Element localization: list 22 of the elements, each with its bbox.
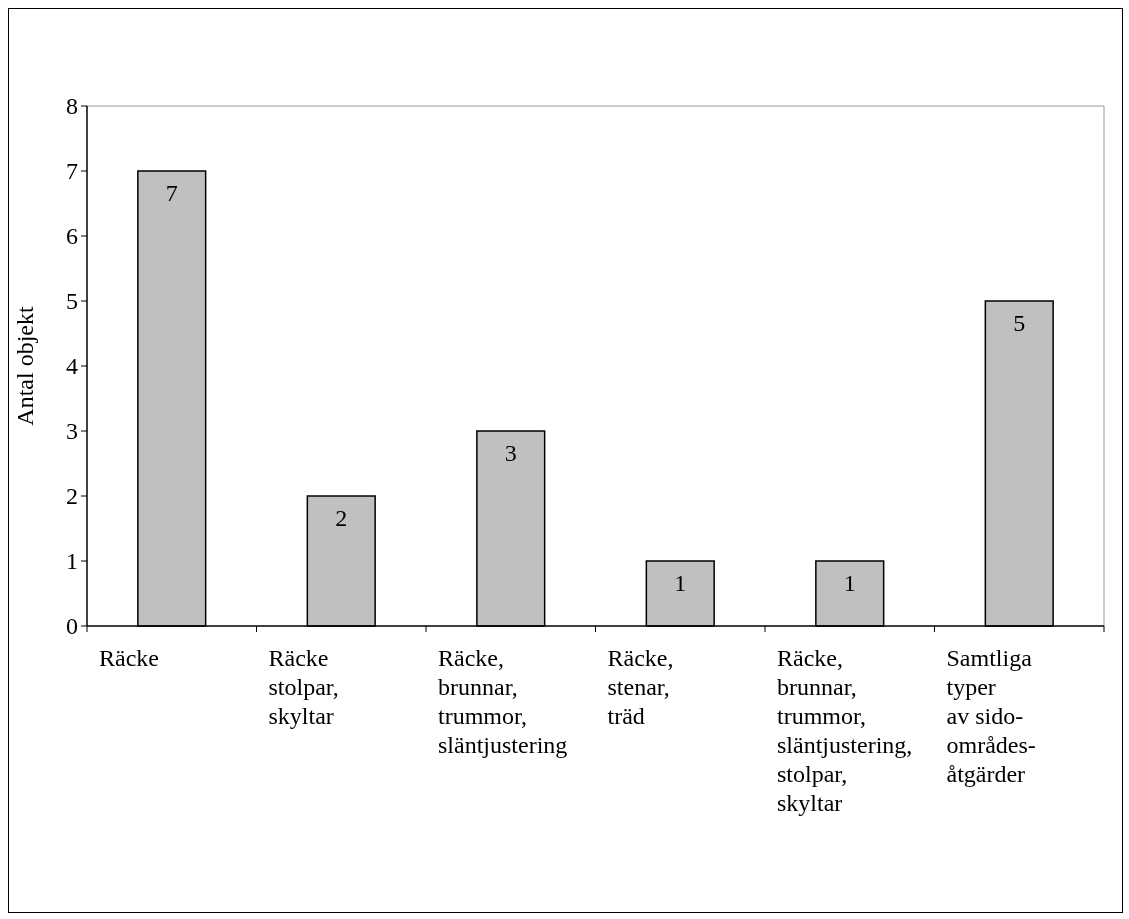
y-tick-label: 2 (66, 483, 78, 510)
y-tick-label: 3 (66, 418, 78, 445)
y-tick-label: 1 (66, 548, 78, 575)
y-tick-label: 4 (66, 353, 78, 380)
y-tick-label: 8 (66, 93, 78, 120)
data-label: 2 (335, 505, 348, 531)
x-tick-label: Räcke, stenar, träd (607, 645, 674, 729)
data-label: 5 (1013, 310, 1026, 336)
data-label: 7 (165, 180, 178, 206)
y-tick-label: 5 (66, 288, 78, 315)
data-label: 1 (674, 570, 687, 596)
y-tick-label: 6 (66, 223, 78, 250)
x-tick-label: Räcke, brunnar, trummor, släntjustering, stolpar, skyltar (777, 645, 913, 816)
x-tick-label: Samtliga typer av sido- områdes- åtgärder (946, 645, 1036, 787)
y-axis-title: Antal objekt (12, 306, 38, 426)
x-tick-label: Räcke (99, 645, 159, 671)
y-tick-label: 7 (66, 158, 78, 185)
data-label: 3 (504, 440, 517, 466)
y-tick-label: 0 (66, 613, 78, 640)
x-tick-label: Räcke, brunnar, trummor, släntjustering (438, 645, 568, 758)
data-label: 1 (843, 570, 856, 596)
x-tick-label: Räcke stolpar, skyltar (268, 645, 339, 729)
